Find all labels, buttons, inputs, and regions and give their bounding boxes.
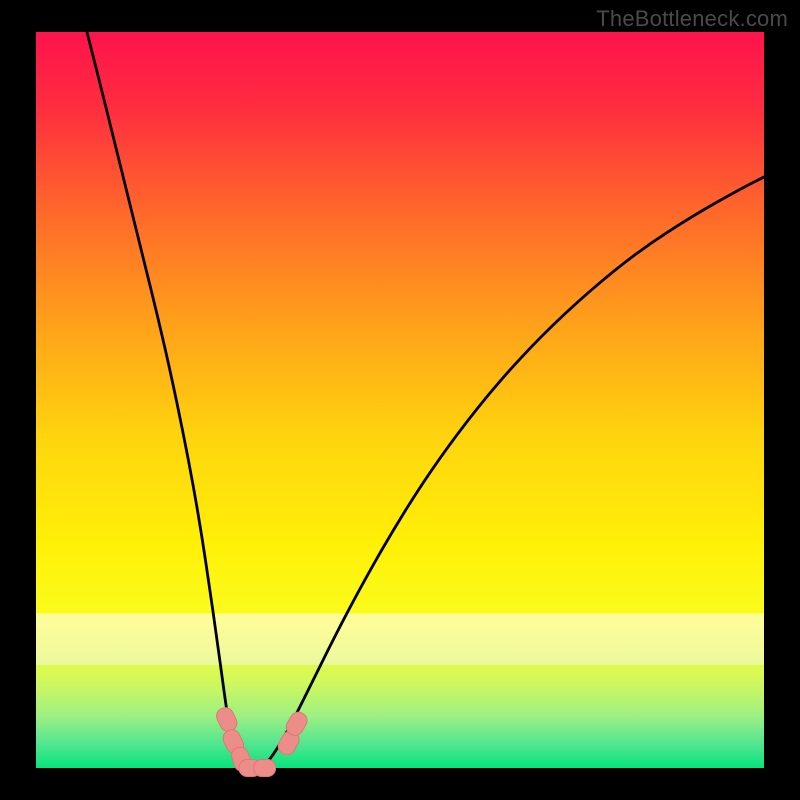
bottleneck-chart <box>0 0 800 800</box>
pale-band <box>36 613 764 665</box>
marker <box>254 760 276 777</box>
watermark-text: TheBottleneck.com <box>596 6 788 32</box>
